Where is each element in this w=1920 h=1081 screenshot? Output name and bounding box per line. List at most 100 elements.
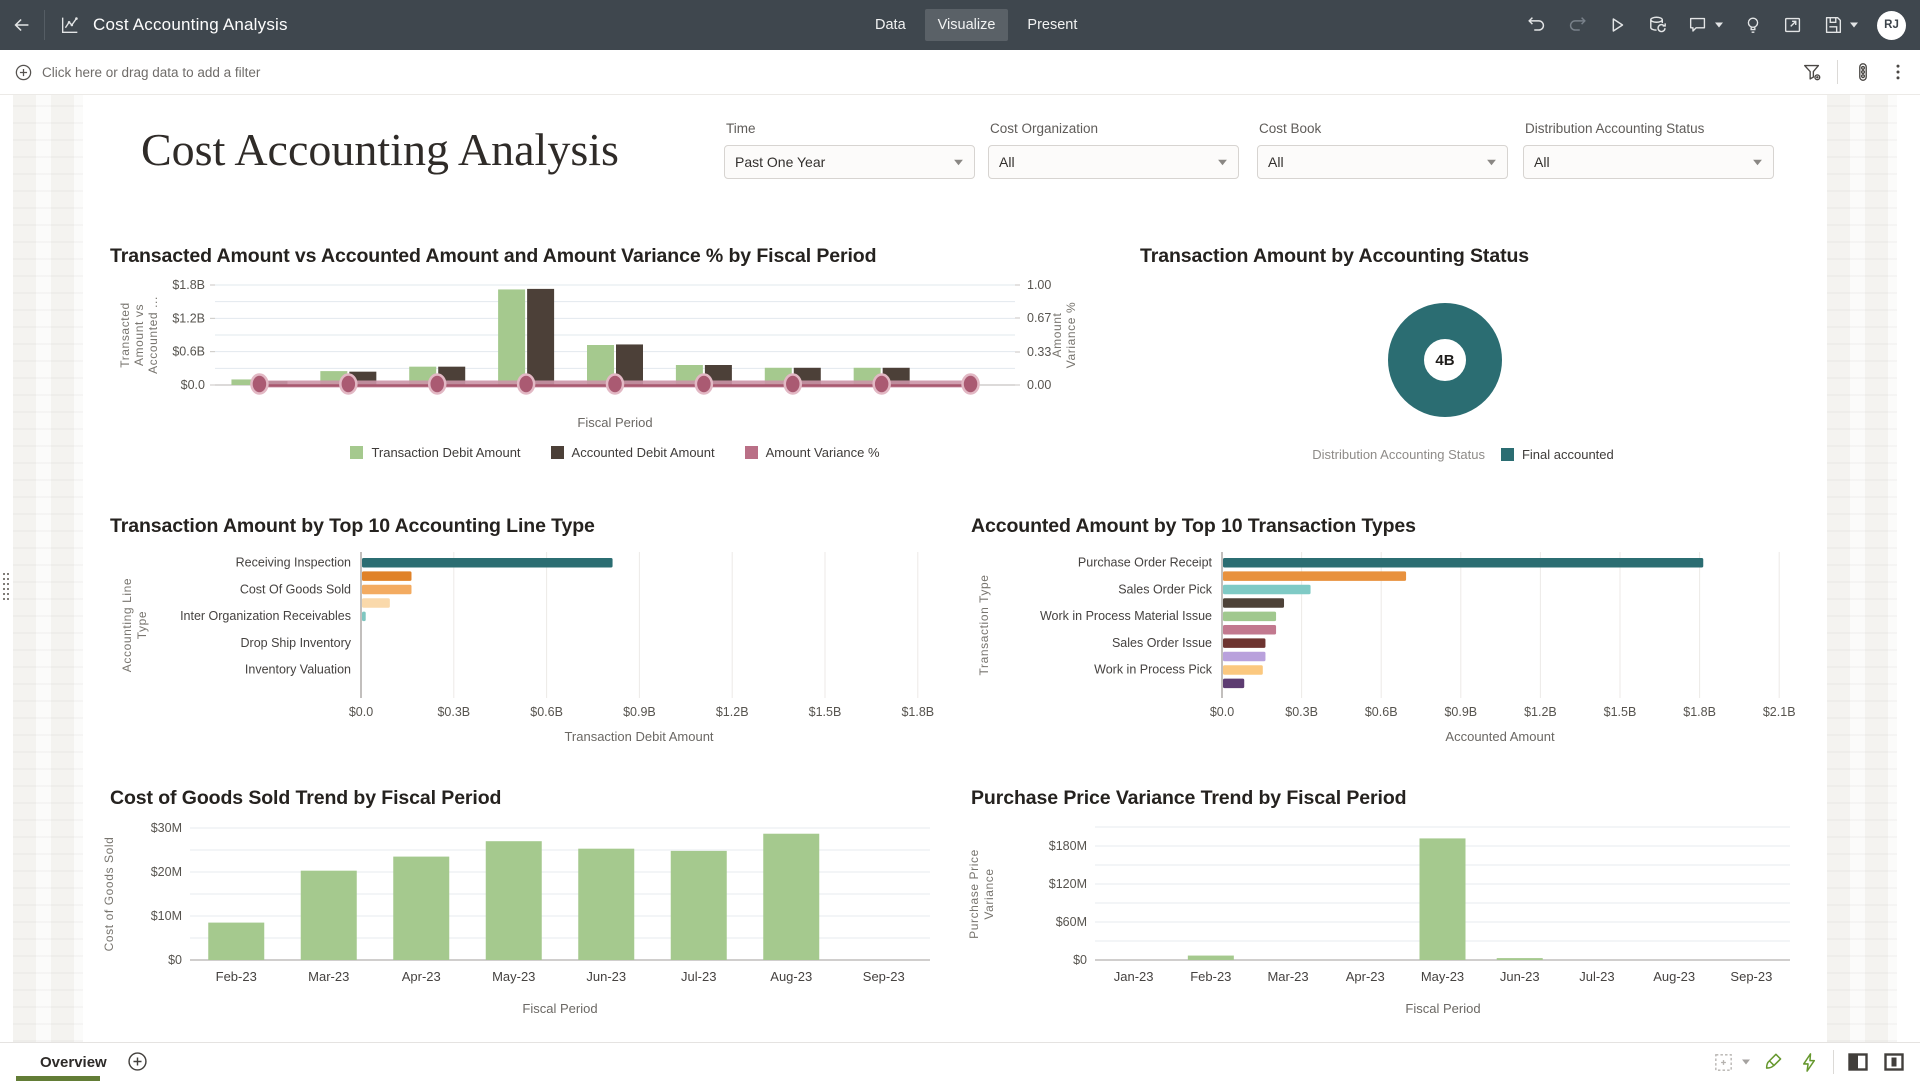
bar[interactable]	[393, 856, 450, 960]
kebab-menu-icon[interactable]	[1888, 62, 1908, 82]
auto-insights-bolt-icon[interactable]	[1798, 1051, 1821, 1074]
tab-visualize[interactable]: Visualize	[924, 9, 1009, 41]
bar[interactable]	[578, 848, 635, 960]
bar[interactable]	[300, 870, 357, 960]
left-panel-toggle-icon[interactable]	[1846, 1050, 1870, 1074]
redo-icon[interactable]	[1566, 14, 1588, 36]
bar[interactable]	[763, 833, 820, 960]
variance-marker[interactable]	[694, 373, 714, 395]
filter-dropdown[interactable]: All	[988, 145, 1239, 179]
bar[interactable]	[362, 611, 366, 622]
sheet-tab-overview[interactable]: Overview	[16, 1043, 131, 1081]
tab-data[interactable]: Data	[875, 17, 906, 33]
undo-icon[interactable]	[1526, 14, 1548, 36]
donut-legend: Distribution Accounting Status Final acc…	[1183, 447, 1743, 462]
canvas: Cost Accounting Analysis Time Past One Y…	[0, 95, 1920, 1042]
panel-drag-handle[interactable]	[2, 573, 11, 600]
bar[interactable]	[1223, 584, 1311, 595]
grid-layout-icon[interactable]	[1712, 1051, 1751, 1074]
bar[interactable]	[1223, 598, 1285, 608]
bar[interactable]	[362, 558, 613, 568]
filter-dropdown[interactable]: All	[1523, 145, 1774, 179]
donut-chart-svg[interactable]: 4B	[1225, 285, 1665, 437]
donut-slice-final-accounted[interactable]	[1388, 303, 1502, 417]
variance-marker[interactable]	[516, 373, 536, 395]
variance-marker[interactable]	[961, 373, 980, 395]
bar[interactable]	[1187, 955, 1234, 960]
bar[interactable]	[1223, 678, 1245, 689]
bar-accounted-debit[interactable]	[527, 288, 555, 385]
axis-tick-label: $180M	[1049, 839, 1087, 853]
axis-tick-label: $1.5B	[1604, 705, 1637, 719]
bar[interactable]	[485, 841, 542, 960]
bar[interactable]	[208, 922, 265, 960]
navbar-divider	[44, 10, 45, 40]
linetype-chart-svg[interactable]: $0.0 $0.3B $0.6B $0.9B $1.2B $1.5B $1.8B Receiv…	[103, 550, 1043, 730]
variance-marker[interactable]	[339, 373, 358, 395]
axis-title: Type	[135, 611, 149, 639]
cogs-x-axis-label: Fiscal Period	[522, 1001, 598, 1016]
right-panel-toggle-icon[interactable]	[1882, 1050, 1906, 1074]
category-label: Jun-23	[586, 969, 626, 984]
back-button[interactable]	[0, 0, 44, 50]
filter-dropdown[interactable]: Past One Year	[724, 145, 975, 179]
bar[interactable]	[1496, 958, 1543, 960]
canvas-margin-right	[1827, 95, 1897, 1042]
bar[interactable]	[1223, 651, 1266, 662]
bar-transaction-debit[interactable]	[231, 379, 259, 385]
axis-tick-label: $0.6B	[172, 345, 205, 359]
bar[interactable]	[362, 598, 390, 608]
comments-icon[interactable]	[1687, 14, 1724, 36]
axis-tick-label: $0	[168, 953, 182, 967]
bar[interactable]	[1223, 558, 1704, 568]
preview-play-icon[interactable]	[1606, 14, 1628, 36]
variance-marker[interactable]	[605, 373, 625, 395]
bar[interactable]	[1419, 838, 1466, 960]
bar[interactable]	[362, 584, 412, 595]
axis-tick-label: $30M	[151, 821, 182, 835]
cogs-chart-svg[interactable]: $0 $10M $20M $30M Feb-23 Mar-23 Apr-23 May-23 Ju…	[83, 795, 1003, 997]
bar[interactable]	[670, 850, 727, 960]
bar-transaction-debit[interactable]	[498, 289, 526, 385]
save-icon[interactable]	[1822, 14, 1859, 36]
ppv-x-axis-label: Fiscal Period	[1405, 1001, 1481, 1016]
bar[interactable]	[362, 571, 412, 581]
donut-chart-title: Transaction Amount by Accounting Status	[1140, 245, 1530, 267]
bar[interactable]	[1223, 665, 1263, 675]
style-brush-icon[interactable]	[1763, 1051, 1786, 1074]
user-avatar[interactable]: RJ	[1877, 10, 1906, 40]
axis-tick-label: $0.9B	[1444, 705, 1477, 719]
workbook-chart-icon	[59, 14, 81, 36]
add-canvas-icon[interactable]	[126, 1050, 149, 1073]
add-filter-target[interactable]: Click here or drag data to add a filter	[14, 63, 260, 82]
canvas-properties-icon[interactable]	[1852, 61, 1874, 83]
category-label: Drop Ship Inventory	[241, 636, 352, 650]
category-label: Sep-23	[863, 969, 905, 984]
category-label: Receiving Inspection	[236, 556, 351, 570]
limit-values-filter-icon[interactable]	[1801, 61, 1823, 83]
bar[interactable]	[1223, 625, 1277, 635]
bar[interactable]	[1223, 638, 1266, 648]
combo-chart-svg[interactable]: $0.0 $0.6B $1.2B $1.8B 0.00 0.33 0.67 1.00 Trans…	[103, 275, 1143, 407]
axis-title: Amount	[1050, 312, 1064, 357]
canvas-tabs-bar: Overview	[0, 1042, 1920, 1081]
refresh-data-icon[interactable]	[1646, 14, 1669, 37]
insights-lightbulb-icon[interactable]	[1742, 14, 1764, 36]
ppv-chart-svg[interactable]: $0 $60M $120M $180M Jan-23 Feb-23 Mar-23 Apr-23…	[963, 795, 1883, 997]
trantype-chart-title: Accounted Amount by Top 10 Transaction T…	[971, 515, 1416, 537]
tab-present[interactable]: Present	[1027, 17, 1078, 33]
variance-marker[interactable]	[783, 373, 803, 395]
category-label: Feb-23	[216, 969, 257, 984]
filter-cost-organization: Cost Organization All	[988, 121, 1239, 179]
variance-marker[interactable]	[250, 373, 269, 395]
category-label: May-23	[1421, 969, 1464, 984]
trantype-chart-svg[interactable]: $0.0 $0.3B $0.6B $0.9B $1.2B $1.5B $1.8B $2.1B P…	[953, 550, 1833, 730]
variance-marker[interactable]	[427, 373, 447, 395]
export-window-icon[interactable]	[1782, 14, 1804, 36]
workbook-title: Cost Accounting Analysis	[93, 15, 288, 34]
bar[interactable]	[1223, 571, 1407, 581]
filter-dropdown[interactable]: All	[1257, 145, 1508, 179]
page-title: Cost Accounting Analysis	[141, 124, 619, 175]
variance-marker[interactable]	[872, 373, 891, 395]
bar[interactable]	[1223, 611, 1277, 622]
